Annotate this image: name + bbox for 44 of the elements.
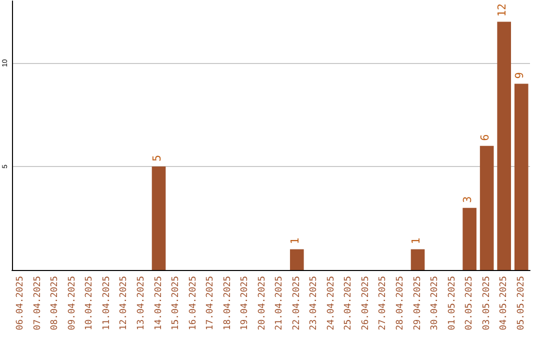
bar [514,84,528,270]
data-label: 3 [461,196,474,203]
x-tick-label: 19.04.2025 [240,276,250,330]
x-tick-label: 15.04.2025 [171,276,182,330]
data-label: 1 [288,238,302,244]
x-tick-label: 03.05.2025 [482,276,492,330]
x-tick-label: 27.04.2025 [378,276,388,330]
data-label: 9 [512,72,526,79]
x-tick-label: 01.05.2025 [447,276,458,330]
x-tick-label: 11.04.2025 [102,276,112,330]
bar [290,249,304,270]
data-label: 5 [150,154,164,162]
x-tick-label: 23.04.2025 [309,276,320,330]
x-tick-label: 25.04.2025 [344,276,354,330]
data-label: 6 [478,134,492,141]
x-tick-label: 09.04.2025 [67,276,78,330]
x-tick-label: 04.05.2025 [499,276,510,330]
x-tick-label: 17.04.2025 [206,276,216,330]
bar [497,22,512,270]
x-tick-label: 13.04.2025 [136,276,146,330]
x-tick-label: 06.04.2025 [16,276,26,330]
data-label: 1 [409,238,422,244]
data-label: 12 [496,3,509,17]
bar [480,146,494,270]
x-tick-label: 29.04.2025 [412,276,423,330]
x-tick-label: 12.04.2025 [119,276,130,330]
x-tick-label: 21.04.2025 [274,276,285,330]
x-tick-label: 14.04.2025 [154,276,164,330]
x-tick-label: 16.04.2025 [188,276,198,330]
bar [462,208,476,270]
x-tick-label: 26.04.2025 [360,276,371,330]
bar [152,166,166,270]
x-tick-label: 22.04.2025 [292,276,302,330]
x-tick-label: 10.04.2025 [84,276,95,330]
x-tick-label: 07.04.2025 [32,276,43,330]
x-tick-label: 30.04.2025 [430,276,440,330]
x-tick-label: 20.04.2025 [257,276,268,330]
x-tick-label: 24.04.2025 [326,276,336,330]
x-tick-label: 02.05.2025 [464,276,475,330]
bar [410,249,425,270]
x-tick-label: 08.04.2025 [50,276,60,330]
x-tick-label: 18.04.2025 [222,276,233,330]
x-tick-label: 05.05.2025 [516,276,526,330]
x-tick-label: 28.04.2025 [396,276,406,330]
